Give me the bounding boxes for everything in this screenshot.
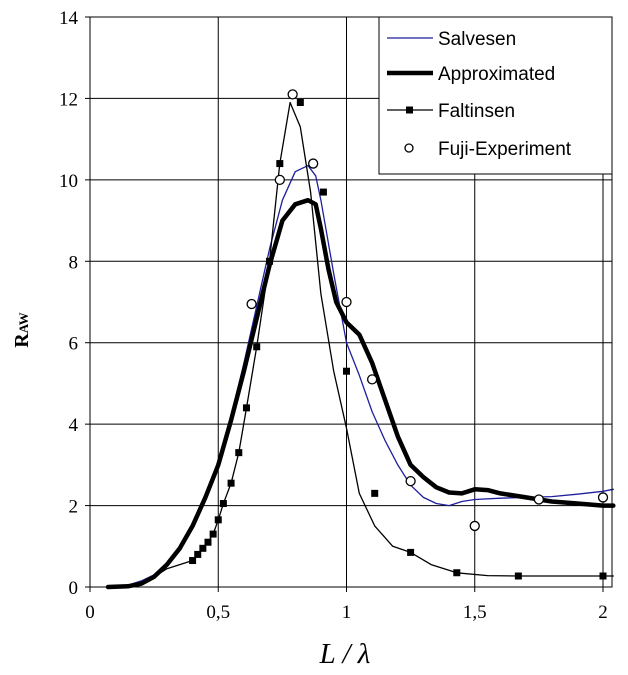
- fuji-point-6: [405, 475, 416, 487]
- y-tick-label-6: 12: [59, 89, 78, 110]
- legend-label-0: Salvesen: [438, 29, 516, 50]
- fuji-point-9: [597, 492, 609, 503]
- fuji-point-8: [533, 494, 545, 505]
- faltinsen-point-10: [253, 343, 261, 351]
- faltinsen-point-2: [199, 544, 207, 552]
- x-tick-labels: 0 0,5 1 1,5 2: [85, 587, 608, 623]
- x-tick-label-4: 2: [598, 602, 608, 623]
- fuji-point-3: [308, 158, 319, 169]
- y-tick-label-2: 4: [69, 415, 79, 436]
- x-tick-label-1: 0,5: [206, 602, 230, 623]
- fuji-point-4: [341, 296, 352, 308]
- faltinsen-point-7: [227, 479, 235, 487]
- x-tick-label-2: 1: [342, 602, 352, 623]
- y-axis-label-main: R: [11, 333, 33, 348]
- faltinsen-point-4: [209, 530, 217, 538]
- legend-marker-2: [406, 106, 413, 114]
- fuji-point-2: [287, 89, 298, 100]
- y-tick-label-1: 2: [69, 497, 79, 518]
- faltinsen-point-6: [219, 500, 227, 508]
- faltinsen-point-9: [242, 404, 250, 412]
- faltinsen-point-8: [235, 449, 243, 457]
- series-line-2: [107, 101, 614, 588]
- faltinsen-point-19: [514, 572, 522, 580]
- faltinsen-point-13: [296, 99, 304, 106]
- y-tick-label-0: 0: [69, 578, 79, 599]
- faltinsen-point-12: [276, 160, 284, 168]
- faltinsen-point-16: [371, 489, 379, 497]
- y-tick-label-5: 10: [59, 171, 78, 192]
- legend-box: [378, 16, 613, 175]
- faltinsen-point-17: [407, 548, 415, 556]
- fuji-point-7: [469, 520, 480, 532]
- faltinsen-point-3: [204, 538, 212, 546]
- faltinsen-point-0: [189, 557, 197, 565]
- plot-border: [89, 16, 613, 588]
- faltinsen-point-15: [343, 367, 350, 375]
- faltinsen-point-14: [319, 188, 327, 196]
- legend-label-2: Faltinsen: [438, 101, 515, 122]
- legend-marker-3: [404, 143, 414, 153]
- faltinsen-point-18: [453, 569, 461, 577]
- series-line-1: [105, 197, 616, 590]
- faltinsen-point-5: [214, 516, 222, 524]
- legend: Salvesen Approximated Faltinsen Fuji-Experi…: [378, 16, 613, 175]
- y-tick-label-4: 8: [69, 252, 79, 273]
- grid-lines: [90, 17, 612, 587]
- fuji-point-0: [246, 298, 257, 310]
- legend-label-1: Approximated: [438, 64, 555, 85]
- x-tick-label-0: 0: [85, 602, 95, 623]
- y-axis-label-sub: AW: [16, 312, 31, 333]
- y-tick-labels: 0 2 4 6 8 10 12 14: [59, 8, 90, 599]
- plot-area: [105, 89, 616, 590]
- legend-label-3: Fuji-Experiment: [438, 139, 572, 160]
- x-tick-label-3: 1,5: [463, 602, 487, 623]
- faltinsen-point-11: [266, 257, 274, 265]
- faltinsen-point-1: [194, 550, 202, 558]
- faltinsen-point-20: [599, 572, 607, 580]
- y-tick-label-7: 14: [59, 8, 79, 29]
- fuji-point-1: [274, 174, 285, 186]
- y-axis-label: RAW: [11, 312, 33, 347]
- y-tick-label-3: 6: [69, 334, 79, 355]
- x-axis-label: L / λ: [319, 638, 371, 670]
- fuji-point-5: [366, 374, 378, 385]
- series-line-0: [107, 164, 614, 588]
